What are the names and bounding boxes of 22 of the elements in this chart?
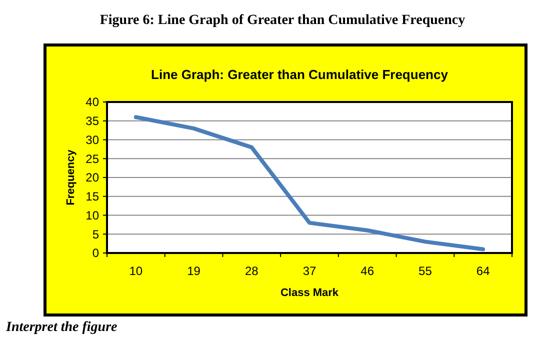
text: Interpret the figure <box>5 320 118 335</box>
x-tick-label: 19 <box>187 264 201 278</box>
y-tick-label: 5 <box>92 227 100 242</box>
x-tick-label: 10 <box>129 264 143 278</box>
x-tick-label: 64 <box>476 264 490 278</box>
y-tick-label: 15 <box>86 190 100 204</box>
y-tick-label: 30 <box>86 132 100 147</box>
x-tick-label: 28 <box>244 264 259 278</box>
y-axis-title: Frequency <box>65 148 77 206</box>
x-axis-title: Class Mark <box>280 287 340 299</box>
x-tick-label: 55 <box>418 264 432 278</box>
y-tick-label: 10 <box>86 208 100 222</box>
y-tick-label: 35 <box>86 114 100 128</box>
y-tick-label: 40 <box>86 95 100 110</box>
x-tick-label: 37 <box>302 264 316 278</box>
chart-subtitle: Line Graph: Greater than Cumulative Frequency <box>151 67 449 82</box>
y-tick-label: 20 <box>86 170 100 185</box>
chart-title: Figure 6: Line Graph of Greater than Cumulative Frequency <box>100 13 466 28</box>
y-tick-label: 25 <box>86 152 100 166</box>
x-tick-label: 46 <box>360 264 374 278</box>
y-tick-label: 0 <box>92 246 100 260</box>
line-series <box>134 115 486 252</box>
